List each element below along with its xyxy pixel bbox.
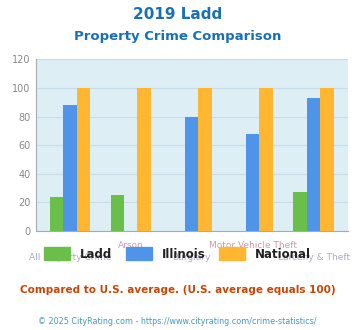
Bar [50, 197, 63, 231]
Bar [77, 88, 90, 231]
Bar [111, 195, 124, 231]
Text: Motor Vehicle Theft: Motor Vehicle Theft [209, 241, 297, 250]
Text: Compared to U.S. average. (U.S. average equals 100): Compared to U.S. average. (U.S. average … [20, 285, 335, 295]
Bar [185, 116, 198, 231]
Text: Property Crime Comparison: Property Crime Comparison [74, 30, 281, 43]
Text: Burglary: Burglary [173, 253, 211, 262]
Bar [137, 88, 151, 231]
Text: Arson: Arson [118, 241, 144, 250]
Text: Larceny & Theft: Larceny & Theft [278, 253, 350, 262]
Text: 2019 Ladd: 2019 Ladd [133, 7, 222, 21]
Bar [260, 88, 273, 231]
Bar [294, 192, 307, 231]
Text: © 2025 CityRating.com - https://www.cityrating.com/crime-statistics/: © 2025 CityRating.com - https://www.city… [38, 317, 317, 326]
Bar [320, 88, 334, 231]
Bar [307, 98, 320, 231]
Text: All Property Crime: All Property Crime [28, 253, 111, 262]
Bar [63, 105, 77, 231]
Bar [246, 134, 260, 231]
Bar [198, 88, 212, 231]
Legend: Ladd, Illinois, National: Ladd, Illinois, National [44, 248, 311, 261]
